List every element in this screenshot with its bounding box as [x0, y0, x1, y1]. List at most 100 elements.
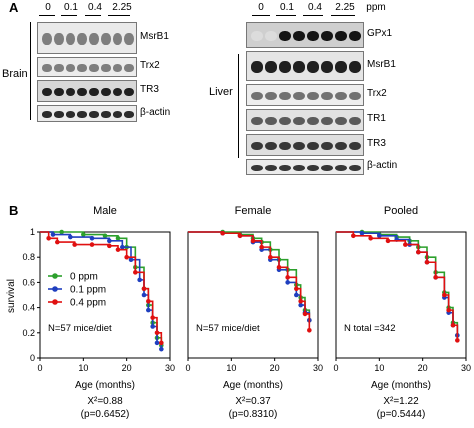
legend-label-1: 0.1 ppm [70, 285, 106, 296]
brain-band [42, 32, 52, 46]
liver-band [279, 91, 291, 101]
liver-band [293, 61, 305, 73]
male-point [124, 254, 129, 260]
brain-band [53, 87, 64, 97]
male-point [89, 236, 95, 241]
female-point [302, 311, 308, 317]
female-title: Female [235, 205, 272, 217]
brain-label--actin: β-actin [140, 106, 171, 118]
pooled-point [359, 230, 365, 236]
male-point [128, 257, 134, 263]
pooled-point [351, 233, 356, 239]
male-point [133, 270, 138, 275]
liver-band [265, 30, 277, 42]
male-point [150, 324, 155, 329]
male-point [115, 236, 121, 241]
female-xtick-label: 0 [185, 363, 190, 373]
legend-marker-0 [52, 273, 58, 279]
brain-label-msrb1: MsrB1 [140, 31, 169, 42]
male-point [50, 232, 56, 237]
male-xtick-label: 0 [37, 363, 42, 373]
panel-a-letter: A [9, 0, 19, 15]
pooled-title: Pooled [384, 205, 418, 217]
liver-band [293, 30, 305, 42]
male-point [154, 330, 160, 336]
pooled-point [416, 249, 421, 255]
liver-blot-tr1 [246, 109, 364, 131]
female-xtick-label: 10 [226, 363, 236, 373]
male-annotation: N=57 mice/diet [48, 323, 112, 334]
brain-band [112, 87, 123, 97]
liver-band [279, 116, 291, 126]
pooled-point [455, 338, 460, 343]
brain-blot-trx2 [37, 57, 137, 77]
liver-band [349, 116, 361, 126]
pooled-point [450, 322, 456, 328]
pooled-xtick-label: 30 [461, 363, 471, 373]
brain-lane-1: 0.1 [64, 2, 78, 13]
liver-band [335, 141, 347, 151]
pooled-series-0-1-ppm [336, 231, 459, 336]
brain-band [53, 64, 64, 72]
brain-blot-msrb1 [37, 22, 137, 54]
pooled-point [368, 236, 373, 241]
brain-band [65, 32, 76, 46]
brain-blot--actin [37, 105, 137, 122]
liver-ppm-unit: ppm [366, 2, 386, 13]
legend-label-0: 0 ppm [70, 272, 98, 283]
female-point [250, 238, 256, 244]
liver-label-trx2: Trx2 [367, 88, 387, 99]
liver-lane-bar-3 [331, 15, 355, 16]
male-xtick-label: 30 [165, 363, 175, 373]
male-title: Male [93, 205, 117, 217]
male-point [154, 340, 160, 346]
liver-band [279, 164, 291, 172]
liver-band [349, 164, 361, 172]
brain-band [65, 87, 76, 97]
brain-band [112, 111, 123, 118]
brain-band [124, 32, 134, 46]
liver-label-msrb1: MsrB1 [367, 59, 396, 70]
liver-label--actin: β-actin [367, 160, 398, 171]
liver-blot-gpx1 [246, 22, 364, 48]
liver-band [335, 164, 347, 172]
male-ytick-label: 0.6 [22, 277, 35, 287]
liver-band [349, 61, 361, 73]
brain-band [112, 64, 123, 72]
liver-band [265, 164, 277, 172]
liver-lane-1: 0.1 [280, 2, 294, 13]
male-point [115, 247, 121, 252]
brain-band [124, 64, 134, 72]
liver-blot-tr3 [246, 134, 364, 156]
liver-lane-bar-0 [252, 15, 270, 16]
female-point [237, 233, 243, 239]
brain-band [77, 87, 87, 97]
brain-band [77, 111, 87, 118]
male-point [159, 340, 164, 346]
pooled-point [377, 233, 382, 239]
liver-band [251, 91, 263, 101]
brain-band [89, 64, 99, 72]
pooled-series-0-ppm [336, 231, 459, 336]
panel-b-letter: B [9, 203, 19, 218]
male-point [141, 286, 147, 291]
legend-marker-2 [52, 299, 58, 305]
liver-band [321, 61, 333, 73]
liver-band [321, 30, 333, 42]
liver-band [293, 141, 305, 151]
pooled-annotation: N total =342 [344, 323, 396, 334]
brain-label-trx2: Trx2 [140, 60, 160, 71]
male-xtick-label: 10 [78, 363, 88, 373]
pooled-xtick-label: 0 [333, 363, 338, 373]
female-point [298, 302, 303, 308]
liver-band [335, 91, 347, 101]
female-point [259, 244, 264, 250]
brain-lane-header: 0 0.1 0.4 2.25 [38, 2, 158, 16]
liver-label-gpx1: GPx1 [367, 28, 393, 39]
male-ytick-label: 0.8 [22, 252, 35, 262]
liver-band [335, 30, 347, 42]
liver-band [321, 164, 333, 172]
liver-blot-trx2 [246, 84, 364, 106]
male-ytick-label: 0 [30, 353, 35, 363]
brain-band [124, 87, 134, 97]
